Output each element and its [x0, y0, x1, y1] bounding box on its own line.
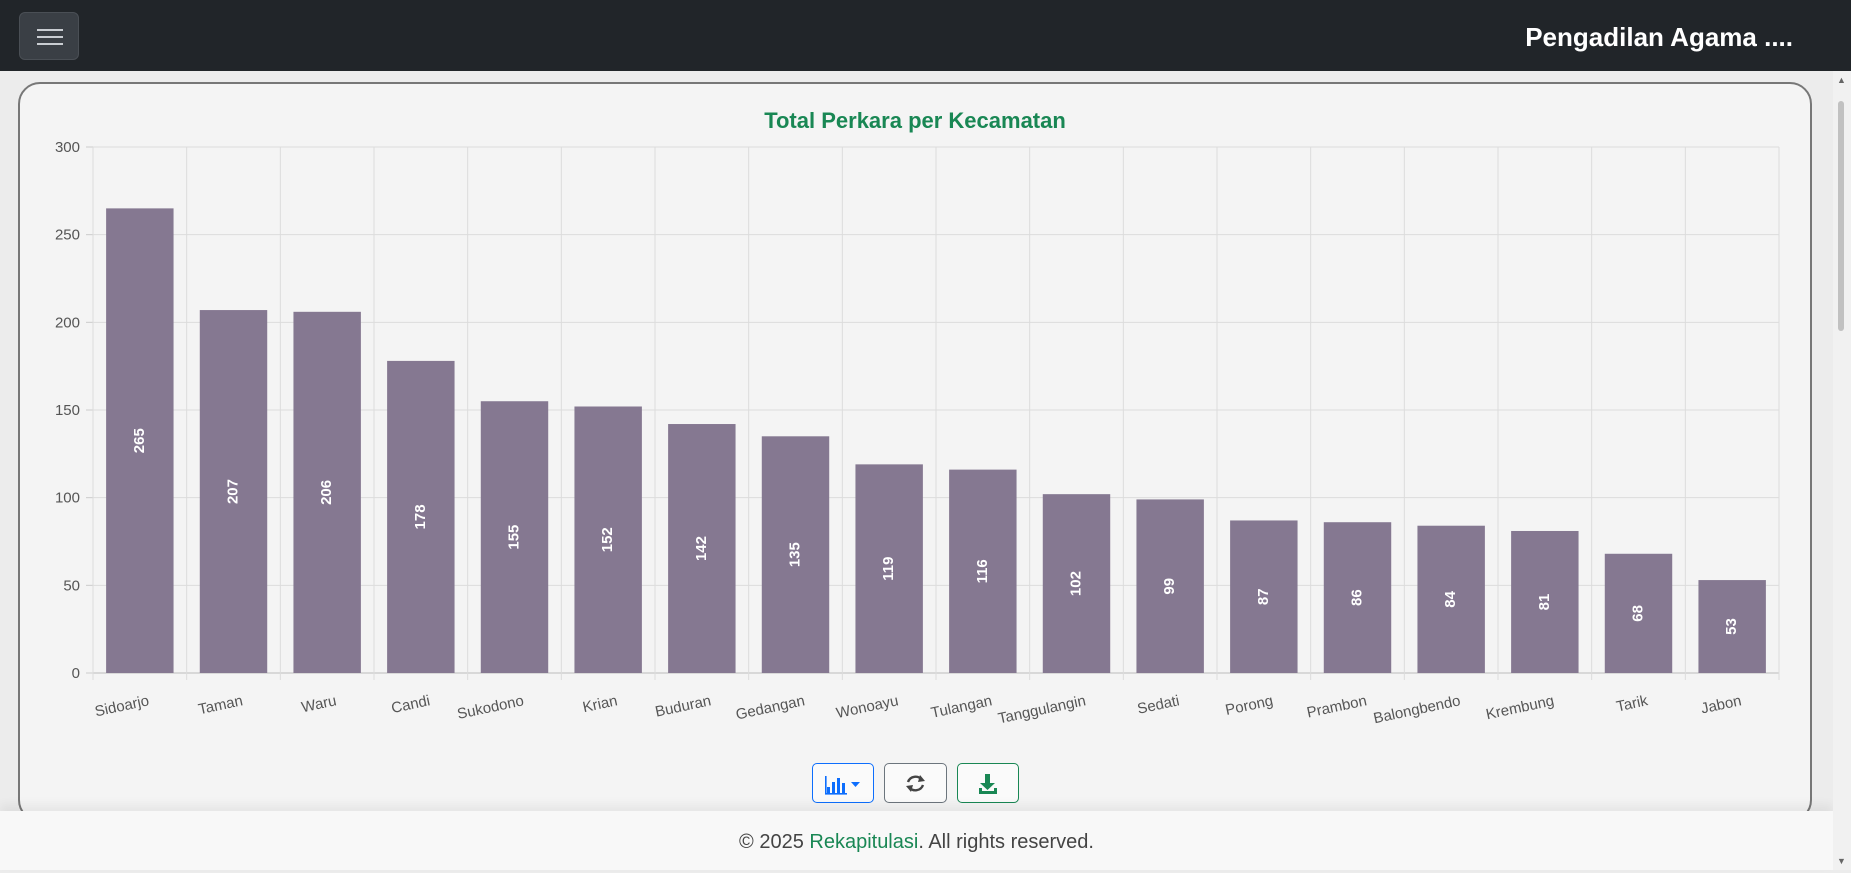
- bar-buduran[interactable]: [668, 424, 736, 673]
- bar-sukodono[interactable]: [480, 401, 549, 673]
- menu-toggle-button[interactable]: [19, 12, 79, 60]
- data-label: 178: [412, 504, 429, 529]
- bar-tanggulangin[interactable]: [1042, 494, 1111, 673]
- data-label: 86: [1348, 589, 1365, 606]
- chart-title: Total Perkara per Kecamatan: [764, 108, 1066, 133]
- data-label: 119: [880, 557, 897, 581]
- scroll-thumb[interactable]: [1838, 101, 1844, 331]
- data-label: 152: [599, 527, 616, 552]
- bar-jabon[interactable]: [1698, 580, 1766, 673]
- x-tick-label: Sedati: [1136, 692, 1181, 717]
- y-tick-label: 200: [55, 314, 80, 331]
- bar-krembung[interactable]: [1511, 530, 1579, 673]
- y-tick-label: 0: [72, 665, 80, 682]
- bar-prambon[interactable]: [1323, 522, 1392, 673]
- bar-waru[interactable]: [293, 311, 361, 673]
- x-tick-label: Jabon: [1699, 692, 1743, 717]
- data-label: 265: [131, 428, 148, 453]
- footer-link-rekapitulasi[interactable]: Rekapitulasi: [809, 831, 919, 853]
- x-tick-label: Waru: [300, 692, 338, 716]
- grid: [86, 146, 1780, 680]
- x-tick-label: Sukodono: [456, 692, 526, 723]
- data-label: 99: [1161, 578, 1178, 595]
- bar-tarik[interactable]: [1604, 553, 1673, 673]
- data-label: 206: [318, 480, 335, 505]
- y-axis-ticks: 0 50 100 150 200 250 300: [55, 139, 80, 682]
- data-label: 135: [786, 542, 803, 567]
- bar-tulangan[interactable]: [949, 469, 1017, 673]
- x-tick-label: Krembung: [1484, 692, 1555, 723]
- hamburger-icon: [37, 29, 63, 31]
- x-tick-label: Gedangan: [734, 692, 806, 723]
- x-tick-label: Candi: [390, 692, 432, 717]
- data-label: 53: [1723, 618, 1740, 635]
- y-tick-label: 250: [55, 227, 80, 244]
- x-tick-label: Sidoarjo: [93, 692, 150, 720]
- bar-wonoayu[interactable]: [855, 464, 923, 673]
- bar-krian[interactable]: [574, 406, 642, 673]
- footer-rights: . All rights reserved.: [918, 831, 1094, 853]
- data-label: 207: [224, 479, 241, 504]
- bars: [106, 208, 1766, 673]
- data-label: 116: [974, 559, 991, 583]
- bar-candi[interactable]: [387, 360, 455, 673]
- x-tick-label: Wonoayu: [835, 692, 900, 722]
- data-label: 84: [1442, 590, 1459, 607]
- brand-title: Pengadilan Agama ....: [1525, 22, 1793, 52]
- data-label: 102: [1067, 571, 1084, 596]
- x-tick-label: Krian: [581, 692, 619, 716]
- x-tick-label: Prambon: [1305, 692, 1368, 721]
- y-tick-label: 50: [63, 577, 80, 594]
- download-button[interactable]: [957, 763, 1019, 803]
- x-tick-label: Tarik: [1615, 692, 1650, 715]
- top-navbar: Pengadilan Agama ....: [0, 0, 1851, 71]
- hamburger-icon: [37, 36, 63, 38]
- x-tick-label: Tanggulangin: [996, 692, 1087, 727]
- bar-gedangan[interactable]: [761, 436, 830, 673]
- chart-type-dropdown-button[interactable]: [812, 763, 874, 803]
- data-label: 68: [1629, 605, 1646, 622]
- footer: © 2025 Rekapitulasi. All rights reserved…: [0, 811, 1833, 870]
- x-tick-label: Balongbendo: [1372, 692, 1462, 727]
- bar-taman[interactable]: [199, 310, 268, 673]
- x-tick-label: Porong: [1224, 692, 1275, 719]
- y-tick-label: 150: [55, 402, 80, 419]
- refresh-icon: [906, 775, 925, 792]
- scroll-up-icon[interactable]: ▲: [1837, 75, 1846, 85]
- refresh-button[interactable]: [884, 763, 947, 803]
- data-labels: 265 207 206 178 155 152 142 135 119 116 102 99 87 86 8…: [131, 428, 1740, 635]
- x-tick-label: Taman: [197, 692, 245, 718]
- hamburger-icon: [37, 43, 63, 45]
- bar-chart-icon: [825, 776, 860, 795]
- y-tick-label: 300: [55, 139, 80, 156]
- bar-balongbendo[interactable]: [1417, 525, 1485, 673]
- data-label: 142: [693, 536, 710, 561]
- download-icon: [979, 774, 997, 794]
- scroll-down-icon[interactable]: ▼: [1837, 856, 1846, 866]
- data-label: 87: [1255, 588, 1272, 605]
- page-scrollbar[interactable]: ▲ ▼: [1833, 71, 1851, 870]
- bar-sedati[interactable]: [1136, 499, 1204, 673]
- footer-copyright: © 2025: [739, 831, 810, 853]
- x-tick-label: Buduran: [654, 692, 713, 720]
- x-axis-ticks: Sidoarjo Taman Waru Candi Sukodono Krian Budur…: [93, 692, 1743, 727]
- y-tick-label: 100: [55, 490, 80, 507]
- data-label: 155: [505, 525, 522, 550]
- x-tick-label: Tulangan: [929, 692, 993, 722]
- bar-porong[interactable]: [1230, 520, 1298, 673]
- data-label: 81: [1536, 594, 1553, 611]
- bar-sidoarjo[interactable]: [106, 208, 174, 673]
